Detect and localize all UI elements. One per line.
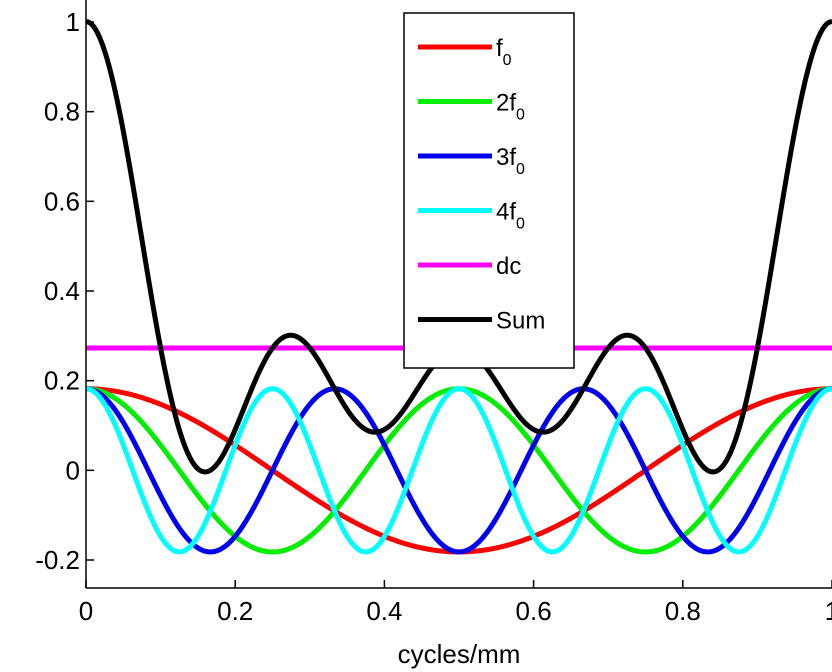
x-tick-label: 0.8 (665, 596, 701, 626)
legend-label-3f0: 3f0 (496, 144, 525, 178)
legend-label-2f0: 2f0 (496, 90, 525, 124)
x-axis-label: cycles/mm (398, 639, 521, 669)
series-line-4f0 (86, 386, 832, 555)
legend: f0 2f0 3f0 4f0 dc Sum (403, 12, 575, 369)
y-tick-label: 0.6 (44, 186, 80, 216)
legend-label-f0: f0 (496, 35, 512, 69)
legend-label-4f0: 4f0 (496, 199, 525, 233)
series-line-3f0 (86, 386, 832, 555)
x-ticks: 0 0.2 0.4 0.6 0.8 1 (79, 580, 832, 626)
x-tick-label: 1 (825, 596, 832, 626)
y-tick-label: 0.8 (44, 97, 80, 127)
x-tick-label: 0.6 (516, 596, 552, 626)
legend-label-sum: Sum (496, 308, 545, 335)
y-ticks: -0.2 0 0.2 0.4 0.6 0.8 1 (35, 7, 94, 575)
x-tick-label: 0.2 (217, 596, 253, 626)
y-tick-label: 1 (66, 7, 80, 37)
x-tick-label: 0.4 (366, 596, 402, 626)
y-tick-label: 0.4 (44, 276, 80, 306)
y-tick-label: 0 (66, 455, 80, 485)
axes (85, 0, 832, 589)
y-tick-label: 0.2 (44, 366, 80, 396)
legend-label-dc: dc (496, 253, 521, 280)
x-tick-label: 0 (79, 596, 93, 626)
y-tick-label: -0.2 (35, 545, 80, 575)
legend-box (403, 12, 575, 369)
